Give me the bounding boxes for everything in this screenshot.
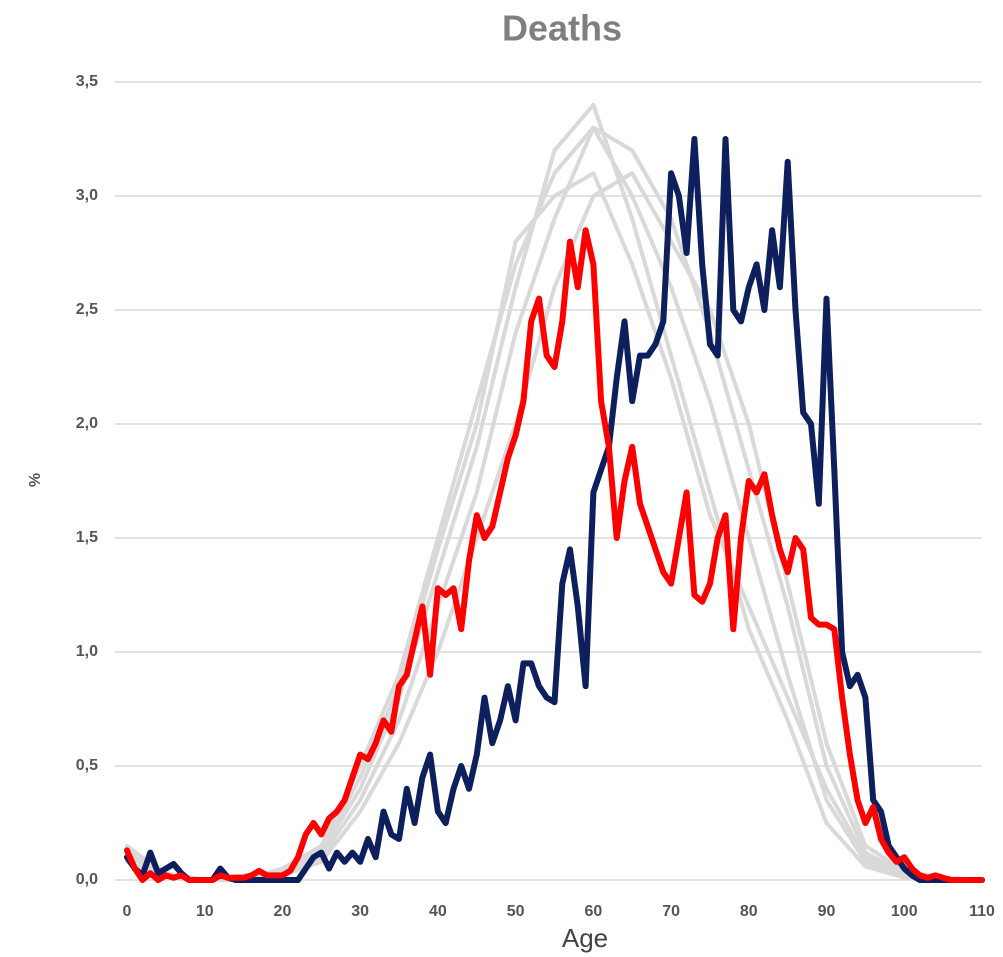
x-tick-label: 40 xyxy=(429,903,447,920)
x-tick-label: 70 xyxy=(662,903,680,920)
x-tick-label: 80 xyxy=(740,903,758,920)
series-line xyxy=(124,227,985,883)
x-tick-label: 100 xyxy=(891,903,918,920)
y-tick-label: 1,0 xyxy=(76,643,98,660)
x-tick-label: 50 xyxy=(507,903,525,920)
series-line xyxy=(124,136,985,883)
x-tick-label: 0 xyxy=(123,903,132,920)
x-axis-label: Age xyxy=(562,923,608,953)
y-tick-label: 2,5 xyxy=(76,301,98,318)
chart-title: Deaths xyxy=(502,8,622,49)
x-tick-label: 90 xyxy=(818,903,836,920)
y-tick-label: 0,5 xyxy=(76,757,98,774)
y-tick-label: 1,5 xyxy=(76,529,98,546)
y-tick-label: 3,5 xyxy=(76,73,98,90)
x-tick-label: 110 xyxy=(969,903,995,920)
y-tick-label: 3,0 xyxy=(76,187,98,204)
y-tick-label: 0,0 xyxy=(76,871,98,888)
y-axis-label: % xyxy=(27,473,44,487)
x-tick-label: 30 xyxy=(351,903,369,920)
x-tick-label: 60 xyxy=(584,903,602,920)
y-tick-label: 2,0 xyxy=(76,415,98,432)
x-tick-label: 20 xyxy=(274,903,292,920)
x-tick-label: 10 xyxy=(196,903,214,920)
